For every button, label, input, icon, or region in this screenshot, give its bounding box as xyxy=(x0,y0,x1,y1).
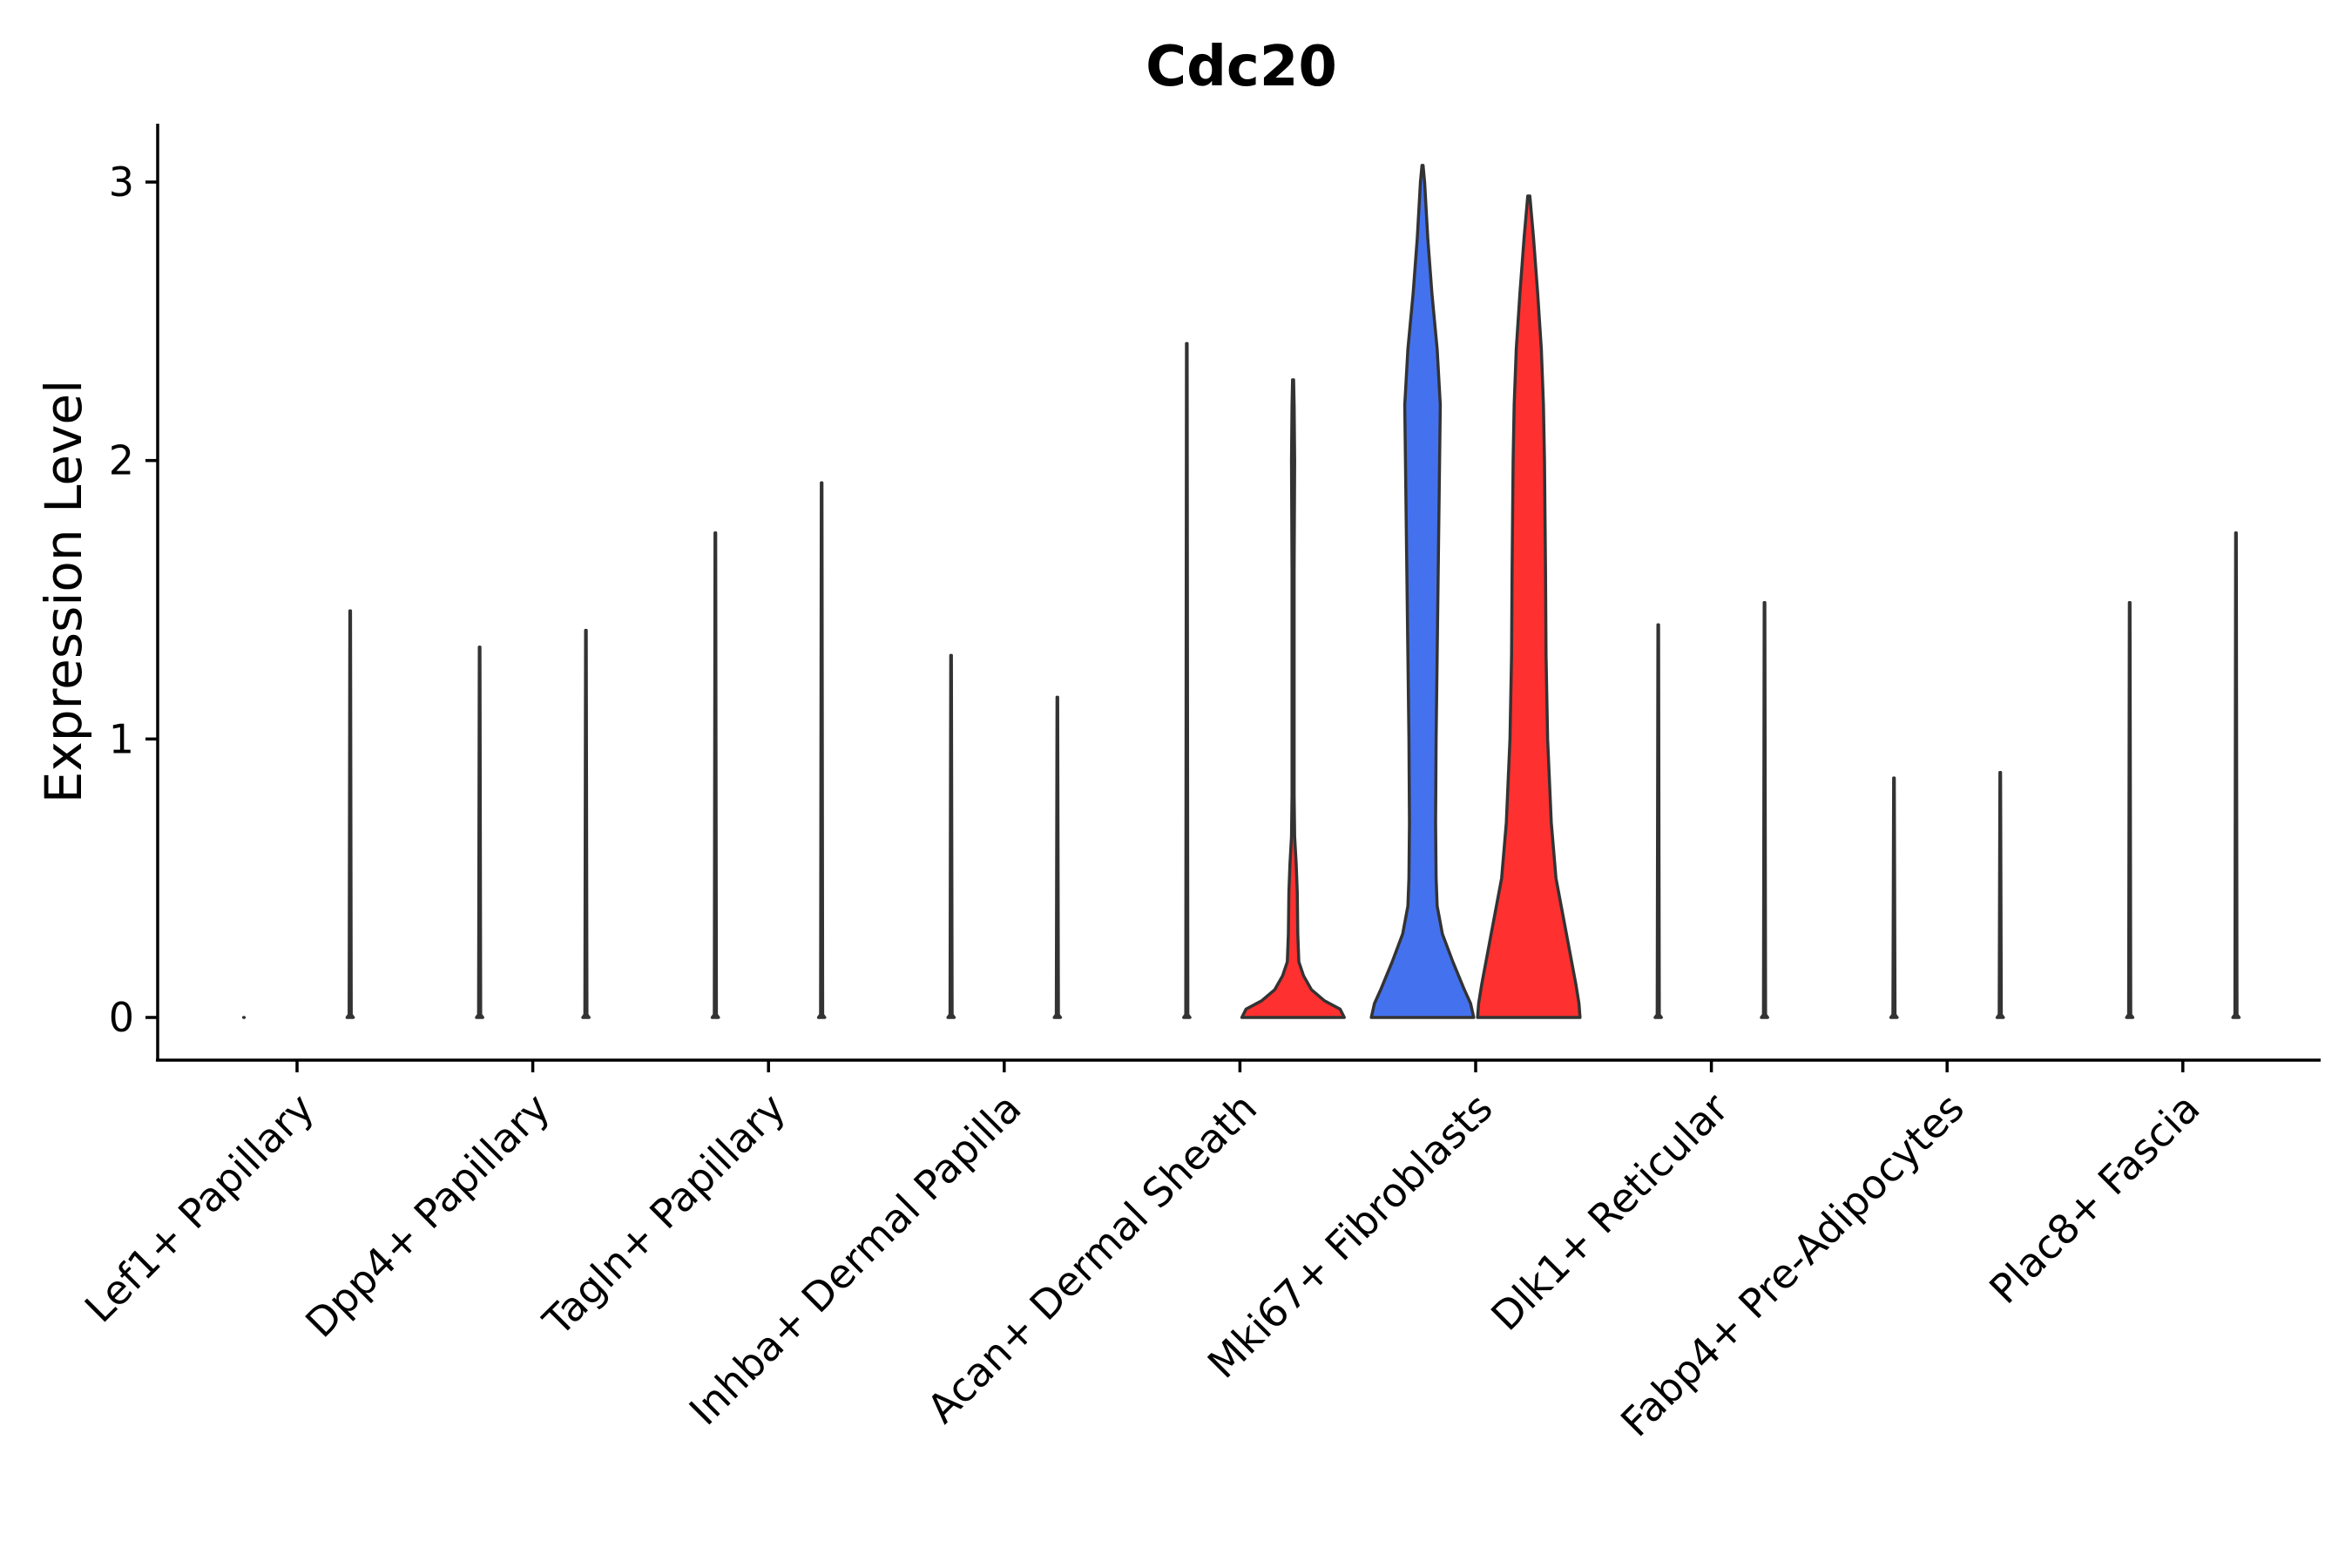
violin-group1-6 xyxy=(1653,623,1663,1019)
x-tick-label: Tagln+ Papillary xyxy=(533,1085,794,1346)
violin-group1-2 xyxy=(710,531,720,1019)
violin-group2-4 xyxy=(1240,378,1346,1019)
violin-group1-8 xyxy=(2125,600,2135,1019)
violin-group2-3 xyxy=(1052,695,1063,1019)
x-tick-label: Plac8+ Fascia xyxy=(1980,1085,2208,1313)
violin-group1-4 xyxy=(1182,341,1192,1019)
violin-group2-2 xyxy=(816,481,827,1019)
y-tick-label: 2 xyxy=(109,437,134,484)
y-axis-ticks: 0 1 2 3 xyxy=(109,159,158,1041)
violin-group1-5 xyxy=(1369,164,1476,1019)
violin-group1-7 xyxy=(1889,776,1899,1019)
violin-group2-1 xyxy=(581,628,591,1019)
violin-group xyxy=(241,164,2241,1019)
violin-group1-3 xyxy=(946,653,956,1019)
violin-group1-1 xyxy=(475,645,484,1019)
violin-group2-6 xyxy=(1760,600,1769,1019)
y-tick-label: 1 xyxy=(109,715,134,762)
chart-title: Cdc20 xyxy=(1146,35,1337,99)
y-tick-label: 0 xyxy=(109,994,134,1041)
violin-group2-8 xyxy=(2231,531,2241,1019)
x-tick-label: Lef1+ Papillary xyxy=(76,1085,323,1332)
x-tick-label: Dpp4+ Papillary xyxy=(296,1085,558,1347)
violin-group2-7 xyxy=(1995,770,2005,1019)
y-tick-label: 3 xyxy=(109,159,134,206)
violin-group2-5 xyxy=(1476,194,1582,1019)
x-tick-label: Dlk1+ Reticular xyxy=(1482,1085,1737,1340)
y-axis-label: Expression Level xyxy=(34,380,93,803)
violin-group2-0 xyxy=(345,609,355,1019)
